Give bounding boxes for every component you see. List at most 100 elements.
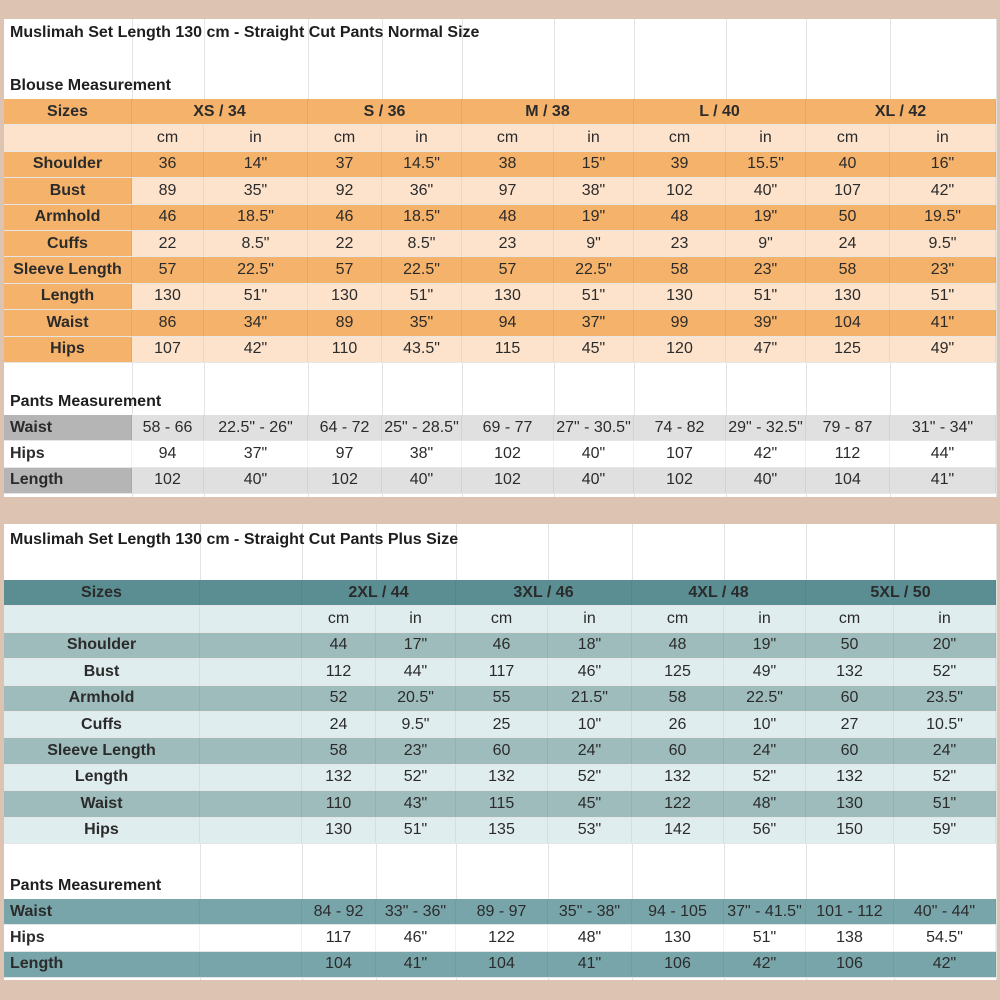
spacer-cell (200, 632, 302, 659)
measure-value: 8.5" (204, 231, 308, 257)
plus-blouse-row: Armhold 52 20.5" 55 21.5" 58 22.5" 60 23.5" (4, 685, 996, 712)
unit-in: in (548, 606, 632, 632)
measure-value: 19" (724, 632, 806, 659)
measure-value: 37 (308, 151, 382, 178)
unit-cm: cm (308, 125, 382, 151)
measure-value: 57 (462, 257, 554, 283)
measure-value: 97 (462, 178, 554, 204)
measure-value: 86 (132, 310, 204, 336)
measure-value: 132 (806, 764, 894, 791)
pants-value: 130 (632, 925, 724, 951)
measure-value: 44" (376, 659, 456, 685)
measure-value: 49" (724, 659, 806, 685)
pants-value: 25" - 28.5" (382, 415, 462, 441)
measure-value: 51" (382, 283, 462, 310)
pants-value: 40" (726, 467, 806, 494)
size-header: XS / 34 (132, 99, 308, 125)
measure-value: 107 (132, 336, 204, 362)
measure-value: 51" (890, 283, 996, 310)
measure-value: 53" (548, 817, 632, 843)
row-label: Cuffs (4, 231, 132, 257)
pants-value: 33" - 36" (376, 899, 456, 925)
measure-value: 22.5" (204, 257, 308, 283)
measure-value: 47" (726, 336, 806, 362)
spacer-cell (200, 899, 302, 925)
spacer-cell (200, 659, 302, 685)
measure-value: 46" (548, 659, 632, 685)
unit-in: in (554, 125, 634, 151)
pants-value: 31" - 34" (890, 415, 996, 441)
measure-value: 132 (302, 764, 376, 791)
measure-value: 45" (548, 791, 632, 817)
pants-row-label: Length (4, 467, 132, 494)
row-label: Armhold (4, 204, 132, 230)
measure-value: 89 (132, 178, 204, 204)
spacer-cell (200, 791, 302, 817)
normal-size-sheet: Muslimah Set Length 130 cm - Straight Cu… (4, 19, 997, 497)
pants-value: 41" (548, 951, 632, 978)
blouse-row: Hips 107 42" 110 43.5" 115 45" 120 47" 125 49" (4, 336, 996, 363)
measure-value: 89 (308, 310, 382, 336)
measure-value: 56" (724, 817, 806, 843)
blouse-row: Sleeve Length 57 22.5" 57 22.5" 57 22.5" 58 23" 5… (4, 257, 996, 284)
measure-value: 130 (308, 283, 382, 310)
measure-value: 117 (456, 659, 548, 685)
plus-pants-row: Length 104 41" 104 41" 106 42" 106 42" (4, 951, 996, 979)
measure-value: 42" (890, 178, 996, 204)
measure-value: 18" (548, 632, 632, 659)
spacer-cell (200, 685, 302, 711)
pants-value: 104 (302, 951, 376, 978)
measure-value: 58 (632, 685, 724, 711)
measure-value: 20" (894, 632, 996, 659)
plus-blouse-row: Hips 130 51" 135 53" 142 56" 150 59" (4, 817, 996, 844)
measure-value: 102 (634, 178, 726, 204)
unit-in: in (724, 606, 806, 632)
measure-value: 9.5" (376, 712, 456, 738)
pants-value: 79 - 87 (806, 415, 890, 441)
grid-line (996, 524, 997, 980)
measure-value: 60 (806, 685, 894, 711)
row-label: Bust (4, 659, 200, 685)
measure-value: 52" (894, 659, 996, 685)
plus-blouse-row: Shoulder 44 17" 46 18" 48 19" 50 20" (4, 632, 996, 660)
pants-value: 37" - 41.5" (724, 899, 806, 925)
measure-value: 24" (548, 738, 632, 764)
measure-value: 23" (376, 738, 456, 764)
measure-value: 22 (308, 231, 382, 257)
measure-value: 60 (806, 738, 894, 764)
row-label: Waist (4, 310, 132, 336)
measure-value: 52" (548, 764, 632, 791)
measure-value: 40" (726, 178, 806, 204)
pants-value: 22.5" - 26" (204, 415, 308, 441)
spacer-cell (200, 712, 302, 738)
pants-row-label: Waist (4, 415, 132, 441)
blouse-row: Shoulder 36 14" 37 14.5" 38 15" 39 15.5" 40 16" (4, 151, 996, 179)
pants-value: 48" (548, 925, 632, 951)
pants-row-label: Hips (4, 925, 200, 951)
plus-size-sheet: Muslimah Set Length 130 cm - Straight Cu… (4, 524, 997, 980)
pants-row-label: Waist (4, 899, 200, 925)
spacer-cell (200, 951, 302, 978)
pants-value: 40" (554, 441, 634, 467)
row-label: Armhold (4, 685, 200, 711)
row-label: Length (4, 283, 132, 310)
pants-value: 104 (806, 467, 890, 494)
unit-cm: cm (634, 125, 726, 151)
size-header: S / 36 (308, 99, 462, 125)
measure-value: 49" (890, 336, 996, 362)
measure-value: 10.5" (894, 712, 996, 738)
size-header: 2XL / 44 (302, 580, 456, 606)
pants-value: 102 (308, 467, 382, 494)
blouse-section-title: Blouse Measurement (10, 77, 171, 94)
measure-value: 58 (634, 257, 726, 283)
pants-row-label: Length (4, 951, 200, 978)
measure-value: 38" (554, 178, 634, 204)
measure-value: 46 (456, 632, 548, 659)
unit-in: in (894, 606, 996, 632)
pants-value: 101 - 112 (806, 899, 894, 925)
row-label: Waist (4, 791, 200, 817)
blouse-row: Length 130 51" 130 51" 130 51" 130 51" 130 51" (4, 283, 996, 311)
measure-value: 44 (302, 632, 376, 659)
plus-units-row: cm in cm in cm in cm in (4, 606, 996, 633)
measure-value: 36" (382, 178, 462, 204)
